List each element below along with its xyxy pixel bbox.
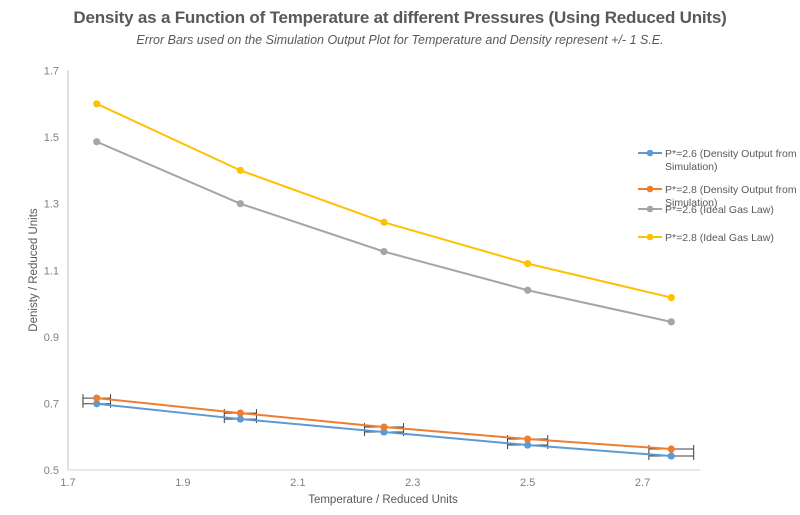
x-tick-label: 2.3	[405, 477, 420, 489]
y-tick-label: 0.5	[44, 465, 59, 477]
x-tick-label: 1.9	[175, 477, 190, 489]
legend: P*=2.6 (Density Output fromSimulation)P*…	[638, 148, 797, 244]
data-point	[93, 100, 101, 108]
y-tick-label: 0.9	[44, 332, 59, 344]
y-tick-label: 1.7	[44, 66, 59, 78]
data-point	[524, 441, 532, 449]
legend-swatch-marker	[646, 149, 654, 157]
x-tick-label: 2.1	[290, 477, 305, 489]
legend-swatch-marker	[646, 205, 654, 213]
legend-swatch-marker	[646, 233, 654, 241]
legend-label: P*=2.8 (Ideal Gas Law)	[665, 232, 774, 244]
legend-item: P*=2.8 (Ideal Gas Law)	[638, 232, 774, 244]
data-point	[380, 248, 388, 256]
chart-title: Density as a Function of Temperature at …	[73, 8, 727, 27]
legend-label: Simulation)	[665, 161, 718, 173]
data-point	[667, 452, 675, 460]
data-point	[236, 166, 244, 174]
legend-label: P*=2.8 (Density Output from	[665, 184, 797, 196]
y-tick-label: 0.7	[44, 398, 59, 410]
legend-label: P*=2.6 (Density Output from	[665, 148, 797, 160]
legend-item: P*=2.6 (Ideal Gas Law)	[638, 204, 774, 216]
data-point	[524, 286, 532, 294]
data-point	[667, 318, 675, 326]
y-tick-label: 1.1	[44, 265, 59, 277]
data-point	[524, 435, 532, 443]
data-point	[93, 138, 101, 146]
x-tick-label: 2.7	[635, 477, 650, 489]
legend-swatch-marker	[646, 185, 654, 193]
chart-subtitle: Error Bars used on the Simulation Output…	[136, 33, 664, 47]
axes: 0.5 0.7 0.9 1.1 1.3 1.5 1.7 1.7 1.9 2.1 2.3 2.5 2.7	[44, 66, 700, 489]
x-axis-label: Temperature / Reduced Units	[308, 494, 458, 506]
series-line-3	[96, 102, 672, 299]
data-point	[380, 423, 388, 431]
y-tick-label: 1.5	[44, 132, 59, 144]
data-point	[524, 259, 532, 268]
y-tick-label: 1.3	[44, 199, 59, 211]
series-line-2	[96, 140, 672, 323]
data-point	[236, 200, 244, 208]
x-tick-label: 2.5	[520, 477, 535, 489]
data-point	[236, 415, 244, 423]
data-point	[236, 409, 244, 417]
legend-label: P*=2.6 (Ideal Gas Law)	[665, 204, 774, 216]
data-point	[93, 400, 101, 408]
data-point	[93, 394, 101, 402]
data-point	[380, 428, 388, 436]
legend-label: Simulation)	[665, 197, 718, 209]
x-tick-label: 1.7	[60, 477, 75, 489]
series-lines	[93, 100, 675, 460]
data-point	[667, 293, 675, 302]
data-point	[380, 218, 388, 226]
y-axis-label: Denisty / Reduced Units	[28, 208, 40, 332]
data-point	[667, 445, 675, 453]
